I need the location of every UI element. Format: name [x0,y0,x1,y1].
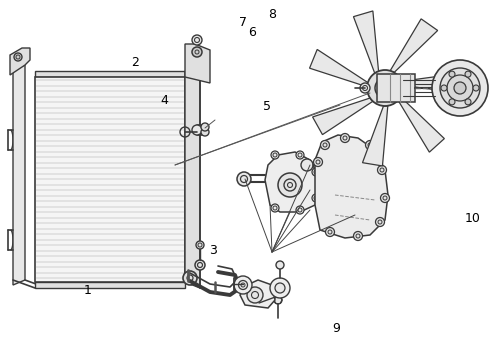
Text: 2: 2 [131,57,139,69]
Text: 4: 4 [160,94,168,108]
Circle shape [234,276,252,294]
Polygon shape [313,98,373,135]
Circle shape [271,151,279,159]
Polygon shape [315,135,388,238]
Polygon shape [353,11,379,73]
Circle shape [195,260,205,270]
Circle shape [377,166,387,175]
Circle shape [296,206,304,214]
Circle shape [341,134,349,143]
Polygon shape [310,49,368,87]
Text: 8: 8 [268,9,276,22]
Circle shape [449,71,455,77]
Circle shape [247,287,263,303]
Text: 9: 9 [332,321,340,334]
Circle shape [271,204,279,212]
Text: 10: 10 [465,211,481,225]
Circle shape [14,53,22,61]
Circle shape [440,68,480,108]
Circle shape [296,151,304,159]
Circle shape [465,71,471,77]
Circle shape [432,60,488,116]
Circle shape [192,47,202,57]
Circle shape [196,241,204,249]
Circle shape [239,280,247,289]
Polygon shape [10,48,30,75]
Polygon shape [363,106,388,166]
Circle shape [473,85,479,91]
Circle shape [325,228,335,237]
Circle shape [192,35,202,45]
Circle shape [276,261,284,269]
Text: 3: 3 [209,243,217,256]
Circle shape [320,140,329,149]
Polygon shape [377,74,415,102]
Circle shape [270,278,290,298]
Polygon shape [240,280,275,308]
Polygon shape [402,73,463,93]
Circle shape [321,160,331,170]
Text: 6: 6 [248,26,256,39]
Circle shape [278,173,302,197]
Circle shape [183,271,197,285]
Circle shape [312,168,320,176]
Polygon shape [185,44,210,83]
Text: 1: 1 [84,284,92,297]
Circle shape [441,85,447,91]
Text: 7: 7 [239,17,247,30]
Circle shape [360,83,370,93]
Circle shape [201,128,209,136]
Circle shape [353,231,363,240]
Circle shape [447,75,473,101]
Circle shape [237,172,251,186]
Circle shape [367,70,403,106]
Circle shape [381,194,390,202]
Polygon shape [35,71,185,77]
Circle shape [301,159,313,171]
Polygon shape [265,152,320,212]
Circle shape [275,283,285,293]
Text: 5: 5 [263,99,271,112]
Circle shape [274,296,282,304]
Circle shape [381,84,389,92]
Polygon shape [398,97,444,152]
Circle shape [312,194,320,202]
Circle shape [375,217,385,226]
Circle shape [192,125,202,135]
Circle shape [314,158,322,166]
Polygon shape [35,77,185,282]
Polygon shape [390,19,438,72]
Polygon shape [13,65,25,285]
Polygon shape [35,282,185,288]
Polygon shape [185,71,200,288]
Circle shape [454,82,466,94]
Circle shape [465,99,471,105]
Circle shape [375,78,395,98]
Circle shape [201,123,209,131]
Circle shape [449,99,455,105]
Circle shape [366,140,374,149]
